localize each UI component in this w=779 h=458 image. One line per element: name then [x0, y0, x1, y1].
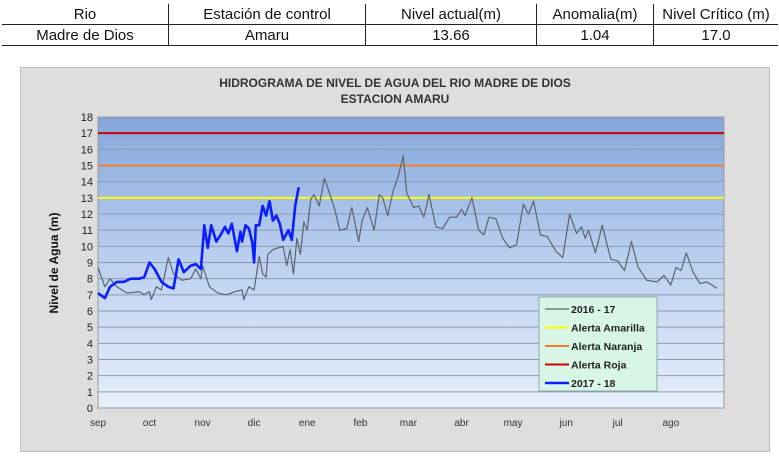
y-tick-label: 3	[87, 355, 93, 367]
legend-label: Alerta Amarilla	[571, 323, 645, 335]
legend-box	[538, 296, 658, 392]
x-tick-label: jul	[612, 418, 623, 429]
y-tick-label: 13	[81, 193, 93, 205]
station-info-table: Rio Estación de control Nivel actual(m) …	[2, 4, 778, 46]
y-tick-label: 17	[81, 128, 93, 140]
x-tick-label: ago	[662, 418, 679, 429]
cell-estacion: Amaru	[168, 24, 366, 46]
x-tick-label: nov	[195, 418, 211, 429]
y-tick-label: 14	[81, 177, 93, 189]
legend-label: 2017 - 18	[571, 378, 616, 390]
legend-label: 2016 - 17	[571, 304, 616, 316]
chart-subtitle: ESTACION AMARU	[341, 92, 450, 106]
legend-label: Alerta Roja	[571, 360, 627, 372]
chart-title: HIDROGRAMA DE NIVEL DE AGUA DEL RIO MADR…	[219, 76, 571, 90]
y-tick-label: 12	[81, 209, 93, 221]
cell-anomalia: 1.04	[536, 24, 654, 46]
x-tick-label: abr	[454, 418, 469, 429]
y-tick-label: 18	[81, 112, 93, 124]
y-tick-label: 6	[87, 306, 93, 318]
header-anomalia: Anomalia(m)	[536, 4, 654, 25]
y-tick-label: 8	[87, 274, 93, 286]
x-tick-label: mar	[400, 418, 418, 429]
series-line	[97, 155, 718, 301]
cell-rio: Madre de Dios	[2, 24, 169, 46]
x-tick-label: dic	[248, 418, 261, 429]
y-tick-label: 15	[81, 161, 93, 173]
x-tick-label: feb	[353, 418, 367, 429]
x-tick-label: ene	[299, 418, 316, 429]
y-tick-label: 10	[81, 241, 93, 253]
x-tick-label: jun	[559, 418, 573, 429]
header-estacion: Estación de control	[168, 4, 366, 25]
cell-nivel-critico: 17.0	[653, 24, 778, 46]
x-tick-label: may	[504, 418, 523, 429]
y-tick-label: 11	[82, 225, 93, 237]
x-tick-label: sep	[90, 418, 107, 429]
hydrograph-chart: HIDROGRAMA DE NIVEL DE AGUA DEL RIO MADR…	[47, 76, 725, 429]
y-tick-label: 1	[87, 387, 93, 399]
table-row: Madre de Dios Amaru 13.66 1.04 17.0	[2, 24, 778, 46]
table-header-row: Rio Estación de control Nivel actual(m) …	[2, 4, 778, 25]
y-tick-label: 2	[87, 371, 93, 383]
y-tick-label: 0	[87, 403, 93, 415]
legend-label: Alerta Naranja	[571, 341, 642, 353]
y-tick-label: 16	[81, 144, 93, 156]
series-line	[97, 186, 300, 300]
x-tick-label: oct	[143, 418, 157, 429]
legend: 2016 - 17 Alerta Amarilla Alerta Naranja Al…	[538, 296, 658, 392]
y-tick-label: 5	[87, 322, 93, 334]
header-nivel-actual: Nivel actual(m)	[365, 4, 537, 25]
y-tick-label: 7	[87, 290, 93, 302]
header-nivel-critico: Nivel Crítico (m)	[653, 4, 778, 25]
cell-nivel-actual: 13.66	[365, 24, 537, 46]
y-tick-label: 9	[87, 258, 93, 270]
chart-container: HIDROGRAMA DE NIVEL DE AGUA DEL RIO MADR…	[20, 67, 770, 452]
y-axis-label: Nivel de Agua (m)	[47, 213, 61, 314]
y-tick-label: 4	[87, 338, 93, 350]
header-rio: Rio	[2, 4, 169, 25]
